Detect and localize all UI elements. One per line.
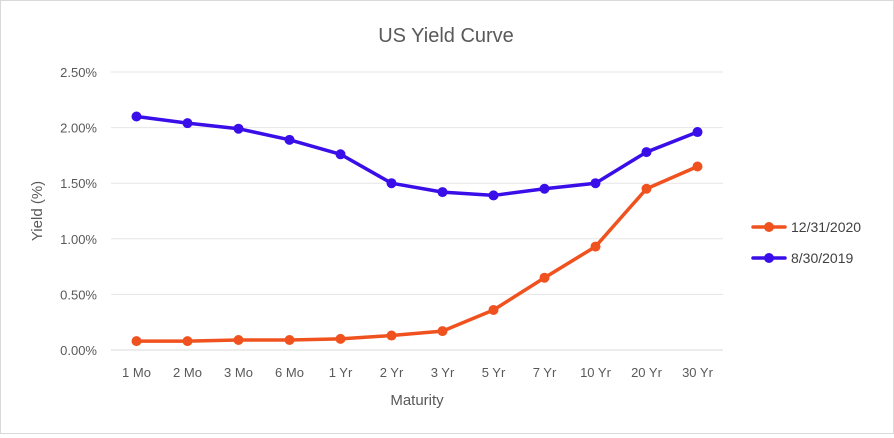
x-tick-label: 2 Yr	[380, 365, 404, 380]
x-tick-label: 1 Yr	[329, 365, 353, 380]
data-point	[641, 183, 652, 194]
legend-label: 8/30/2019	[791, 250, 853, 266]
x-tick-label: 3 Yr	[431, 365, 455, 380]
series-line	[134, 114, 700, 198]
data-point	[590, 178, 601, 189]
x-tick-label: 2 Mo	[173, 365, 202, 380]
data-point	[641, 147, 652, 158]
legend-swatch-marker	[764, 253, 774, 263]
legend-label: 12/31/2020	[791, 219, 861, 235]
data-point	[437, 326, 448, 337]
data-point	[335, 333, 346, 344]
data-point	[437, 187, 448, 198]
data-point	[539, 272, 550, 283]
data-point	[590, 241, 601, 252]
x-tick-label: 20 Yr	[631, 365, 663, 380]
x-axis-ticks: 1 Mo 2 Mo 3 Mo 6 Mo 1 Yr 2 Yr 3 Yr 5 Yr 7 Yr 10 Y…	[122, 365, 714, 380]
gridlines	[111, 71, 723, 351]
y-tick-label: 2.50%	[60, 65, 97, 80]
x-tick-label: 5 Yr	[482, 365, 506, 380]
y-tick-label: 0.00%	[60, 343, 97, 358]
x-tick-label: 30 Yr	[682, 365, 714, 380]
y-axis-label: Yield (%)	[29, 181, 46, 241]
data-point	[386, 178, 397, 189]
y-tick-label: 2.00%	[60, 121, 97, 136]
legend-item: 12/31/2020	[751, 219, 861, 235]
data-point	[488, 190, 499, 201]
chart-title: US Yield Curve	[378, 25, 514, 47]
data-point	[284, 334, 295, 345]
y-tick-label: 1.50%	[60, 176, 97, 191]
data-point	[335, 149, 346, 160]
legend-item: 8/30/2019	[751, 250, 853, 266]
data-point	[386, 330, 397, 341]
y-tick-label: 0.50%	[60, 287, 97, 302]
data-point	[692, 127, 703, 138]
series-0	[131, 161, 703, 347]
data-point	[284, 134, 295, 145]
data-point	[539, 183, 550, 194]
data-point	[131, 336, 142, 347]
series-line	[134, 164, 700, 343]
data-point	[692, 161, 703, 172]
data-point	[182, 336, 193, 347]
x-tick-label: 6 Mo	[275, 365, 304, 380]
x-tick-label: 10 Yr	[580, 365, 612, 380]
x-axis-label: Maturity	[390, 392, 444, 409]
data-point	[233, 123, 244, 134]
x-tick-label: 7 Yr	[533, 365, 557, 380]
series-1	[131, 111, 703, 201]
legend-swatch-marker	[764, 222, 774, 232]
y-axis-ticks: 0.00% 0.50% 1.00% 1.50% 2.00% 2.50%	[60, 65, 97, 358]
legend: 12/31/2020 8/30/2019	[751, 219, 861, 266]
data-point	[488, 304, 499, 315]
x-tick-label: 3 Mo	[224, 365, 253, 380]
x-tick-label: 1 Mo	[122, 365, 151, 380]
data-point	[182, 118, 193, 129]
data-point	[233, 334, 244, 345]
series-layer	[131, 111, 703, 347]
y-tick-label: 1.00%	[60, 232, 97, 247]
data-point	[131, 111, 142, 122]
